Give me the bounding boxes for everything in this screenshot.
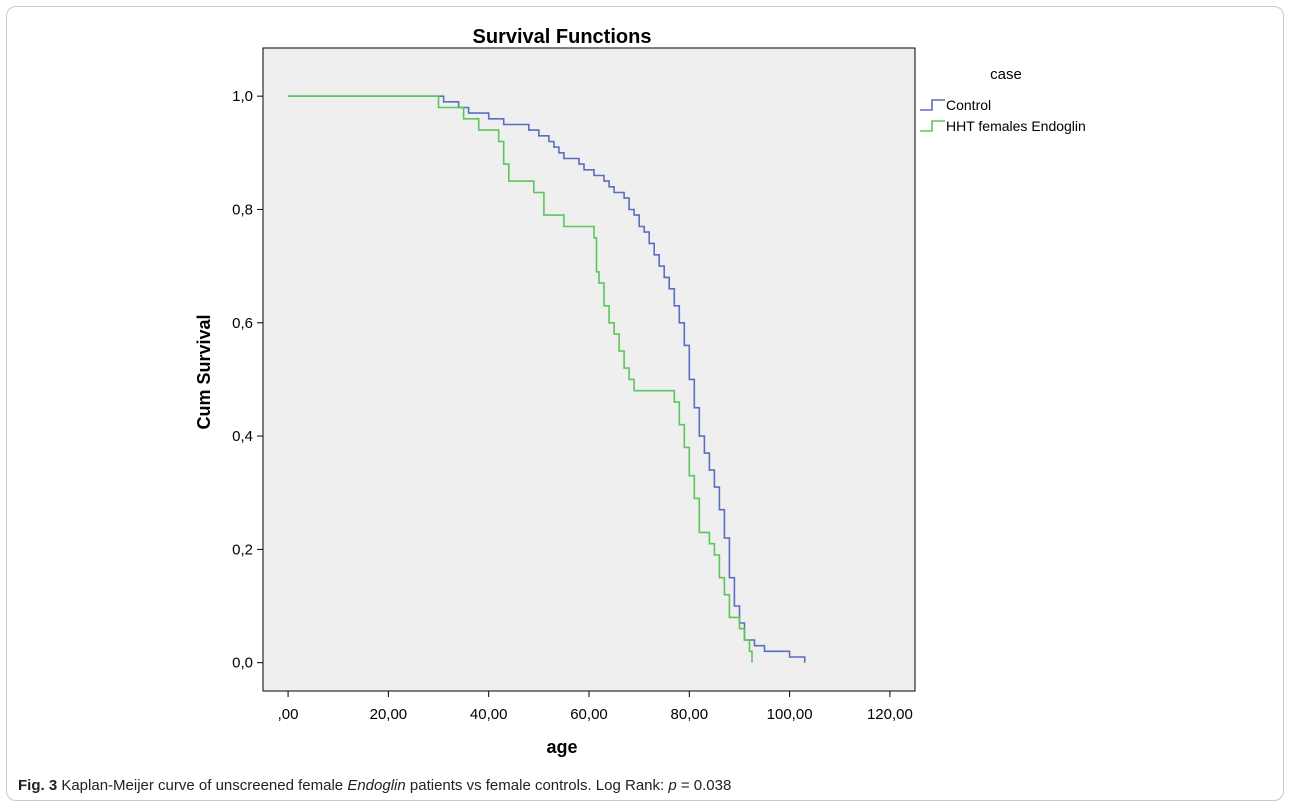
axes: ,00 20,00 40,00 60,00 80,00 100,00 120,00 0,0 0,… <box>232 88 913 723</box>
figure-caption: Fig. 3 Kaplan-Meijer curve of unscreened… <box>18 777 731 794</box>
caption-text-before: Kaplan-Meijer curve of unscreened female <box>57 777 348 794</box>
legend-item: HHT females Endoglin <box>920 118 1086 134</box>
series-layer <box>288 95 806 663</box>
y-tick-label: 0,4 <box>232 428 253 445</box>
plot-area <box>262 47 916 692</box>
caption-p-symbol: p <box>668 777 677 794</box>
y-tick-label: 0,2 <box>232 541 253 558</box>
x-tick-label: ,00 <box>278 706 299 723</box>
x-tick-label: 100,00 <box>767 706 813 723</box>
x-tick-label: 60,00 <box>570 706 608 723</box>
caption-text-after: patients vs female controls. Log Rank: <box>405 777 669 794</box>
survival-chart: Survival Functions age Cum Survival ,00 2… <box>194 26 1086 757</box>
y-tick-label: 0,8 <box>232 201 253 218</box>
legend-title: case <box>990 66 1022 83</box>
caption-gene: Endoglin <box>347 777 406 794</box>
legend-label: HHT females Endoglin <box>946 118 1086 134</box>
x-tick-label: 40,00 <box>470 706 508 723</box>
x-tick-label: 80,00 <box>671 706 709 723</box>
legend: case Control HHT females Endoglin <box>920 66 1086 134</box>
legend-swatch <box>920 99 945 111</box>
y-tick-label: 1,0 <box>232 88 253 105</box>
legend-swatch <box>920 120 945 132</box>
caption-p-value: = 0.038 <box>676 777 732 794</box>
series-line-control <box>288 95 806 663</box>
legend-label: Control <box>946 97 991 113</box>
legend-item: Control <box>920 97 991 113</box>
y-axis-label: Cum Survival <box>194 314 214 429</box>
x-axis-label: age <box>546 737 577 757</box>
y-tick-label: 0,0 <box>232 655 253 672</box>
y-tick-label: 0,6 <box>232 315 253 332</box>
figure-frame <box>6 6 1284 801</box>
x-tick-label: 20,00 <box>370 706 408 723</box>
chart-title: Survival Functions <box>473 26 652 48</box>
x-tick-label: 120,00 <box>867 706 913 723</box>
caption-label: Fig. 3 <box>18 777 58 794</box>
series-line-hht-females-endoglin <box>288 95 753 663</box>
